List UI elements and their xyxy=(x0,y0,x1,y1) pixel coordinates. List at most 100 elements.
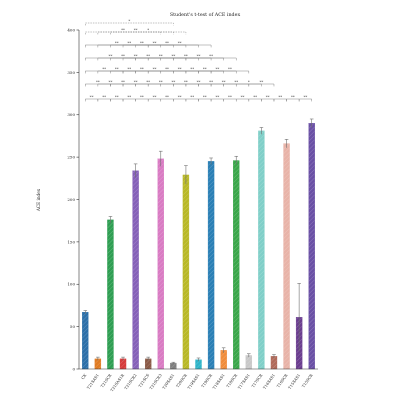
x-tick-label: T20SAS1 xyxy=(161,373,175,390)
significance-bracket xyxy=(185,70,224,74)
significance-mark: ** xyxy=(165,66,169,71)
significance-level-7: * xyxy=(85,18,174,26)
significance-bracket xyxy=(173,70,212,74)
significance-mark: ** xyxy=(197,79,201,84)
significance-level-1: ** ** ** ** ** ** ** ** ** ** ** ** ** ** ** ** ** ** xyxy=(85,94,312,102)
significance-mark: ** xyxy=(241,94,245,99)
significance-mark: * xyxy=(248,79,250,84)
significance-mark: ** xyxy=(278,94,282,99)
significance-bracket xyxy=(147,98,161,102)
significance-bracket xyxy=(160,98,174,102)
significance-mark: ** xyxy=(90,94,94,99)
significance-bracket xyxy=(110,70,149,74)
x-tick-label: T19SAS1 xyxy=(186,373,200,390)
significance-mark: ** xyxy=(96,79,100,84)
significance-bracket xyxy=(85,44,149,48)
significance-mark: ** xyxy=(121,53,125,58)
significance-mark: ** xyxy=(184,53,188,58)
bar xyxy=(182,174,190,370)
significance-mark: ** xyxy=(115,94,119,99)
significance-mark: ** xyxy=(222,79,226,84)
significance-mark: * xyxy=(128,18,130,23)
significance-mark: ** xyxy=(109,79,113,84)
bar xyxy=(107,219,114,370)
significance-mark: ** xyxy=(140,66,144,71)
significance-level-4: ** ** ** ** ** ** ** ** ** xyxy=(85,53,237,61)
significance-mark: ** xyxy=(159,53,163,58)
significance-mark: ** xyxy=(115,40,119,45)
significance-bracket xyxy=(173,98,187,102)
significance-mark: ** xyxy=(153,66,157,71)
significance-bracket xyxy=(85,98,99,102)
y-tick-label: 50 xyxy=(70,324,76,329)
significance-mark: ** xyxy=(171,79,175,84)
significance-mark: ** xyxy=(121,27,125,32)
significance-mark: ** xyxy=(171,53,175,58)
significance-bracket xyxy=(160,70,199,74)
significance-mark: ** xyxy=(228,66,232,71)
bar xyxy=(245,355,253,370)
significance-mark: ** xyxy=(127,94,131,99)
chart-title: Student's t-test of ACE index xyxy=(170,12,241,18)
significance-mark: ** xyxy=(209,53,213,58)
significance-bracket xyxy=(97,98,111,102)
significance-bracket xyxy=(198,70,237,74)
significance-bracket xyxy=(135,44,199,48)
significance-mark: ** xyxy=(165,94,169,99)
bar xyxy=(258,130,265,370)
x-tick-label: T17SAS1 xyxy=(237,373,251,390)
x-tick-label: CK xyxy=(80,373,87,381)
significance-bracket xyxy=(122,44,187,48)
significance-bracket xyxy=(223,98,237,102)
significance-mark: ** xyxy=(178,94,182,99)
significance-brackets: ** ** ** ** ** ** ** ** ** ** ** ** ** ** ** ** ** **** **… xyxy=(85,18,312,102)
y-tick-label: 100 xyxy=(67,282,75,287)
significance-mark: ** xyxy=(266,94,270,99)
error-bars xyxy=(83,118,314,364)
y-tick-label: 200 xyxy=(67,197,75,202)
y-tick-label: 150 xyxy=(67,239,75,244)
significance-bracket xyxy=(110,44,174,48)
bar xyxy=(82,312,89,370)
significance-bracket xyxy=(273,98,287,102)
bar xyxy=(308,123,315,370)
significance-mark: ** xyxy=(146,53,150,58)
significance-mark: ** xyxy=(190,94,194,99)
significance-level-3: ** ** ** ** ** ** ** ** ** ** ** xyxy=(85,66,250,74)
x-tick-label: T15SCR xyxy=(301,373,314,389)
bar xyxy=(220,350,227,370)
significance-bracket xyxy=(110,98,124,102)
significance-bracket xyxy=(135,98,149,102)
significance-bracket xyxy=(236,98,250,102)
significance-mark: ** xyxy=(234,79,238,84)
significance-mark: ** xyxy=(304,94,308,99)
significance-bracket xyxy=(248,83,275,87)
significance-mark: ** xyxy=(209,79,213,84)
significance-mark: ** xyxy=(134,27,138,32)
y-axis-label: ACE index xyxy=(36,188,41,212)
significance-bracket xyxy=(210,70,250,74)
bar xyxy=(207,161,215,370)
y-tick-label: 300 xyxy=(67,112,75,117)
significance-mark: * xyxy=(147,27,149,32)
significance-mark: ** xyxy=(153,94,157,99)
significance-mark: ** xyxy=(134,53,138,58)
significance-bracket xyxy=(286,98,300,102)
significance-bracket xyxy=(110,31,187,35)
significance-mark: ** xyxy=(259,79,263,84)
y-axis: 0 50 100 150 200 250 300 350 400 xyxy=(67,27,80,371)
significance-bracket xyxy=(198,98,212,102)
significance-mark: ** xyxy=(102,66,106,71)
bar xyxy=(270,356,278,370)
significance-bracket xyxy=(97,70,136,74)
x-tick-label: T18SAS1 xyxy=(211,373,225,390)
significance-mark: ** xyxy=(184,79,188,84)
significance-bracket xyxy=(147,44,212,48)
y-tick-label: 400 xyxy=(67,27,75,32)
significance-mark: ** xyxy=(159,79,163,84)
significance-bracket xyxy=(185,98,199,102)
significance-mark: ** xyxy=(146,79,150,84)
significance-mark: ** xyxy=(140,94,144,99)
significance-mark: ** xyxy=(253,94,257,99)
significance-mark: ** xyxy=(190,66,194,71)
